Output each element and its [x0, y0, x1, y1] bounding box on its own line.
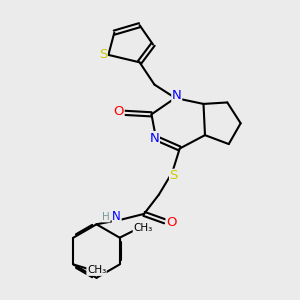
Text: CH₃: CH₃ [133, 223, 152, 233]
Text: S: S [169, 169, 178, 182]
Text: N: N [112, 210, 121, 224]
Text: S: S [99, 48, 107, 62]
Text: O: O [113, 105, 124, 118]
Text: H: H [102, 212, 110, 222]
Text: CH₃: CH₃ [87, 266, 106, 275]
Text: O: O [166, 216, 177, 229]
Text: N: N [172, 88, 182, 101]
Text: N: N [150, 132, 159, 145]
